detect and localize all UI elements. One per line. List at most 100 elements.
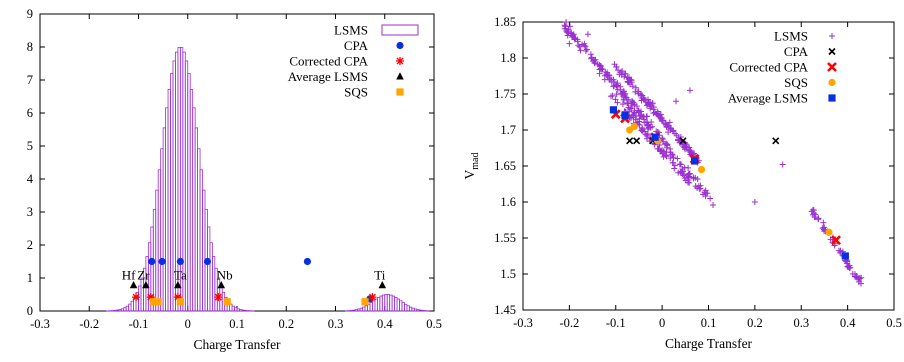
y-tick-label: 6 bbox=[27, 106, 33, 120]
x-tick-label: 0.2 bbox=[278, 317, 294, 331]
lsms-point bbox=[583, 48, 589, 54]
data-point bbox=[132, 293, 140, 301]
y-tick-label: 1.65 bbox=[494, 159, 516, 173]
legend-marker bbox=[396, 72, 404, 79]
y-tick-label: 9 bbox=[27, 7, 33, 21]
data-point bbox=[842, 252, 849, 259]
legend-label: Corrected CPA bbox=[729, 60, 808, 75]
lsms-point bbox=[674, 156, 680, 162]
legend-label: LSMS bbox=[774, 29, 808, 44]
data-point bbox=[773, 138, 779, 144]
legend-marker bbox=[829, 49, 835, 55]
y-axis-label-main: V bbox=[462, 169, 477, 179]
element-label: Zr bbox=[137, 268, 150, 283]
x-tick-label: -0.2 bbox=[559, 316, 579, 330]
lsms-point bbox=[588, 51, 594, 57]
lsms-point bbox=[584, 47, 590, 53]
y-axis-label: Vmad bbox=[462, 153, 481, 180]
lsms-point bbox=[610, 83, 616, 89]
y-tick-label: 1.7 bbox=[500, 123, 516, 137]
lsms-point bbox=[667, 146, 673, 152]
lsms-point bbox=[608, 93, 614, 99]
x-axis-label: Charge Transfer bbox=[665, 336, 753, 351]
x-axis-label: Charge Transfer bbox=[193, 337, 281, 352]
lsms-point bbox=[820, 220, 826, 226]
legend-marker bbox=[396, 88, 403, 95]
element-label: Ta bbox=[174, 268, 187, 283]
data-point bbox=[159, 258, 166, 265]
data-point bbox=[148, 258, 155, 265]
plot-frame bbox=[523, 22, 894, 310]
y-tick-label: 3 bbox=[27, 205, 33, 219]
y-axis-label-subscript: mad bbox=[470, 153, 481, 170]
lsms-point bbox=[752, 199, 758, 205]
legend-marker bbox=[828, 63, 836, 71]
legend-marker bbox=[396, 42, 403, 49]
x-tick-label: -0.1 bbox=[129, 317, 149, 331]
y-tick-label: 8 bbox=[27, 40, 33, 54]
x-tick-label: 0.1 bbox=[229, 317, 245, 331]
data-point bbox=[361, 298, 368, 305]
data-point bbox=[214, 293, 222, 301]
data-point bbox=[825, 229, 832, 236]
lsms-point bbox=[620, 101, 626, 107]
legend-label: Corrected CPA bbox=[289, 54, 368, 69]
legend-label: CPA bbox=[784, 44, 809, 59]
plot-frame bbox=[40, 14, 434, 311]
y-tick-label: 5 bbox=[27, 139, 33, 153]
x-tick-label: 0.4 bbox=[377, 317, 393, 331]
data-point bbox=[698, 166, 705, 173]
x-tick-label: -0.3 bbox=[513, 316, 533, 330]
y-tick-label: 2 bbox=[27, 238, 33, 252]
x-tick-label: 0.5 bbox=[426, 317, 442, 331]
element-label: Hf bbox=[122, 268, 136, 283]
legend-label: Average LSMS bbox=[728, 91, 808, 106]
data-point bbox=[204, 258, 211, 265]
y-tick-label: 1.6 bbox=[500, 195, 516, 209]
y-tick-label: 1 bbox=[27, 271, 33, 285]
legend-label: SQS bbox=[344, 85, 368, 100]
data-point bbox=[368, 293, 376, 301]
legend-label: CPA bbox=[344, 38, 369, 53]
y-tick-label: 1.5 bbox=[500, 267, 516, 281]
element-label: Ti bbox=[374, 268, 385, 283]
x-tick-label: -0.3 bbox=[30, 317, 50, 331]
y-tick-label: 0 bbox=[27, 304, 33, 318]
lsms-point bbox=[685, 165, 691, 171]
legend-marker bbox=[396, 57, 404, 65]
y-tick-label: 4 bbox=[27, 172, 34, 186]
y-tick-label: 7 bbox=[27, 73, 33, 87]
element-label: Nb bbox=[217, 268, 233, 283]
lsms-point bbox=[563, 19, 569, 25]
x-tick-label: 0 bbox=[659, 316, 665, 330]
legend-marker bbox=[382, 25, 418, 35]
y-tick-label: 1.8 bbox=[500, 51, 516, 65]
lsms-point bbox=[585, 31, 591, 37]
y-tick-label: 1.75 bbox=[494, 87, 516, 101]
legend-marker bbox=[828, 79, 835, 86]
legend-label: Average LSMS bbox=[288, 69, 368, 84]
x-tick-label: 0.4 bbox=[840, 316, 856, 330]
y-tick-label: 1.85 bbox=[494, 15, 516, 29]
data-point bbox=[652, 134, 659, 141]
x-tick-label: 0.3 bbox=[328, 317, 344, 331]
legend-marker bbox=[828, 94, 835, 101]
x-tick-label: -0.2 bbox=[79, 317, 99, 331]
data-point bbox=[304, 258, 311, 265]
data-point bbox=[627, 138, 633, 144]
lsms-point bbox=[780, 162, 786, 168]
y-tick-label: 1.45 bbox=[494, 303, 516, 317]
lsms-point bbox=[673, 98, 679, 104]
lsms-point bbox=[687, 87, 693, 93]
data-point bbox=[631, 123, 638, 130]
x-tick-label: 0.5 bbox=[886, 316, 902, 330]
data-point bbox=[610, 106, 617, 113]
legend-label: LSMS bbox=[334, 23, 368, 38]
data-point bbox=[634, 138, 640, 144]
y-tick-label: 1.55 bbox=[494, 231, 516, 245]
data-point bbox=[621, 112, 628, 119]
x-tick-label: 0.3 bbox=[793, 316, 809, 330]
